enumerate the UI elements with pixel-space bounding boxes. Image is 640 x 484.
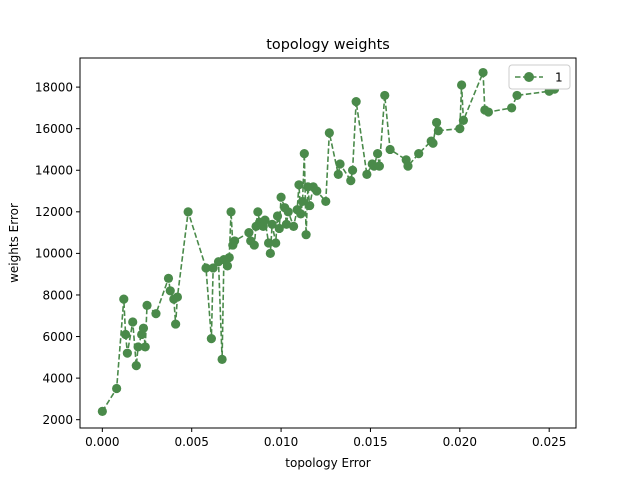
data-point: [512, 90, 522, 101]
data-point: [433, 126, 443, 136]
data-point: [120, 329, 131, 340]
data-point: [335, 159, 345, 169]
data-point: [281, 219, 292, 229]
data-point: [206, 334, 216, 344]
data-point: [351, 97, 361, 107]
data-point: [299, 149, 309, 159]
y-tick-label: 2000: [42, 413, 73, 427]
data-point: [428, 138, 438, 148]
data-point: [272, 211, 283, 221]
data-point: [267, 219, 277, 229]
data-point: [112, 383, 122, 394]
data-point: [274, 223, 284, 234]
data-point: [222, 261, 233, 271]
y-tick-label: 4000: [42, 371, 73, 385]
data-point: [208, 263, 218, 273]
legend-label: 1: [555, 71, 563, 85]
data-point: [201, 263, 211, 273]
data-point: [97, 406, 107, 416]
data-point: [183, 207, 193, 217]
x-axis-label: topology Error: [285, 456, 371, 470]
data-point: [431, 117, 442, 128]
data-point: [362, 169, 372, 180]
x-tick-label: 0.015: [353, 435, 387, 449]
data-point: [321, 196, 331, 207]
plot-frame: [79, 57, 577, 429]
data-point: [265, 248, 275, 258]
data-point: [271, 238, 281, 248]
data-point: [244, 228, 254, 238]
data-point: [283, 207, 293, 217]
data-point: [224, 252, 234, 263]
data-point: [276, 192, 286, 202]
series-layer: [97, 67, 560, 416]
data-point: [260, 215, 270, 225]
data-point: [138, 323, 149, 333]
data-point: [455, 124, 465, 134]
data-point: [133, 342, 143, 352]
y-tick-label: 12000: [35, 205, 73, 219]
data-point: [374, 161, 384, 171]
data-point: [301, 230, 311, 240]
data-point: [380, 90, 390, 101]
y-tick-label: 10000: [35, 247, 73, 261]
data-point: [458, 115, 468, 125]
data-point: [373, 149, 383, 159]
data-point: [296, 209, 306, 219]
data-point: [119, 294, 129, 304]
y-axis: 2000 4000 6000 8000 10000 12000 14000 16000 1800…: [35, 80, 80, 427]
y-tick-label: 16000: [35, 122, 73, 136]
data-point: [131, 361, 141, 371]
data-point: [230, 236, 240, 246]
chart-title: topology weights: [266, 37, 389, 53]
data-point: [165, 286, 175, 296]
data-point: [294, 180, 304, 190]
data-point: [478, 67, 488, 78]
legend: 1: [508, 64, 571, 90]
x-tick-label: 0.025: [532, 435, 566, 449]
data-point: [151, 309, 161, 319]
data-point: [217, 354, 227, 365]
data-point: [457, 80, 467, 90]
x-tick-label: 0.005: [175, 435, 209, 449]
data-point: [128, 317, 138, 327]
data-point: [414, 149, 424, 159]
y-tick-label: 8000: [42, 288, 73, 302]
data-point: [172, 292, 183, 302]
y-tick-label: 6000: [42, 330, 73, 344]
data-point: [142, 300, 152, 310]
data-point: [140, 342, 150, 352]
x-tick-label: 0.000: [85, 435, 119, 449]
data-point: [507, 103, 517, 113]
plot-area: [80, 58, 576, 428]
y-axis-label: weights Error: [7, 203, 21, 283]
x-axis: 0.000 0.005 0.010 0.015 0.020 0.025: [85, 428, 566, 449]
data-point: [346, 176, 356, 186]
data-point: [297, 196, 308, 207]
data-point: [324, 128, 334, 138]
data-point: [171, 319, 181, 329]
data-point: [163, 273, 174, 283]
data-point: [385, 144, 395, 155]
data-point: [305, 200, 315, 211]
legend-marker: [524, 72, 534, 82]
y-tick-label: 14000: [35, 164, 73, 178]
x-tick-label: 0.010: [264, 435, 298, 449]
data-point: [483, 107, 494, 117]
data-point: [253, 207, 263, 217]
x-tick-label: 0.020: [443, 435, 477, 449]
data-point: [288, 221, 299, 231]
data-point: [403, 161, 413, 171]
data-point: [333, 169, 343, 180]
data-point: [263, 238, 274, 248]
y-tick-label: 18000: [35, 80, 73, 94]
data-point: [347, 165, 358, 175]
data-point: [226, 207, 236, 217]
data-point: [312, 186, 322, 196]
data-point: [249, 240, 259, 250]
data-point: [122, 348, 132, 358]
